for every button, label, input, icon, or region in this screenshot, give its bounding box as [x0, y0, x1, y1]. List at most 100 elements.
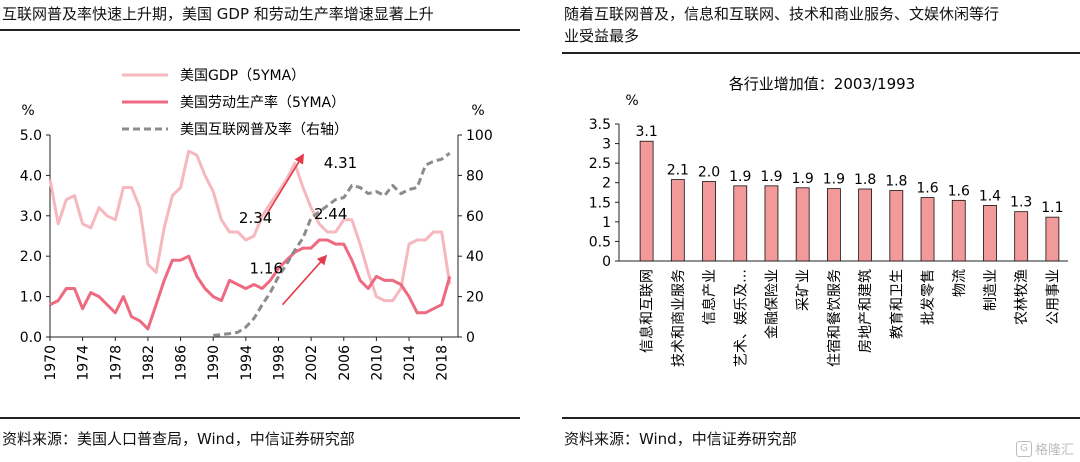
- left-y-tick-label: 4.0: [20, 168, 42, 184]
- legend-label-3: 美国互联网普及率（右轴）: [180, 121, 348, 138]
- series-line-2: [49, 238, 452, 331]
- x-tick-label: 1994: [239, 345, 255, 381]
- bar-y-tick-label: 0: [602, 254, 611, 270]
- watermark: G 格隆汇: [1015, 439, 1074, 458]
- left-y-tick-label: 2.0: [20, 249, 42, 265]
- right-panel-title-line-2: 业受益最多: [564, 27, 640, 45]
- annotation-label: 1.16: [250, 259, 283, 277]
- bar: [826, 188, 841, 262]
- right-panel-title: 随着互联网普及，信息和互联网、技术和商业服务、文娱休闲等行 业受益最多: [564, 3, 999, 47]
- bar-category-label: 批发零售: [921, 269, 937, 325]
- bar: [920, 197, 935, 262]
- left-source-note: 资料来源：美国人口普查局，Wind，中信证券研究部: [2, 430, 355, 448]
- bar: [889, 190, 904, 262]
- bar-category-label: 物流: [952, 269, 968, 297]
- bar-data-label: 1.9: [823, 172, 845, 188]
- x-tick-label: 1998: [271, 345, 287, 381]
- bar-category-label: 金融保险业: [764, 269, 780, 339]
- right-y-tick-label: 60: [466, 209, 484, 225]
- bar-y-tick-label: 1: [602, 215, 611, 231]
- bar-category-label: 农林牧渔: [1014, 269, 1030, 325]
- bar-y-tick-label: 1.5: [589, 195, 611, 211]
- x-tick-label: 2018: [435, 345, 451, 381]
- trend-arrow-2: [281, 254, 328, 306]
- annotation-label: 2.34: [239, 209, 272, 227]
- left-y-tick-label: 3.0: [20, 209, 42, 225]
- left-y-tick-label: 0.0: [20, 330, 42, 346]
- bar-category-label: 技术和商业服务: [671, 269, 687, 367]
- left-y-unit: %: [21, 103, 34, 119]
- bar: [951, 199, 966, 262]
- bar: [795, 187, 810, 262]
- x-tick-label: 2010: [369, 345, 385, 381]
- x-tick-label: 2002: [304, 345, 320, 381]
- logo-icon: G: [1015, 440, 1032, 457]
- right-y-tick-label: 80: [466, 168, 484, 184]
- bar-data-label: 3.1: [635, 124, 657, 140]
- bar: [1014, 211, 1029, 262]
- right-y-tick-label: 0: [466, 330, 475, 346]
- bar-data-label: 1.4: [979, 188, 1001, 204]
- legend-label-1: 美国GDP（5YMA）: [180, 68, 305, 84]
- bar-chart-title: 各行业增加值：2003/1993: [729, 75, 915, 93]
- right-source-note: 资料来源：Wind，中信证券研究部: [564, 430, 797, 448]
- bar: [733, 185, 748, 262]
- x-tick-label: 2006: [337, 345, 353, 381]
- bar-data-label: 1.8: [854, 172, 876, 188]
- left-source-divider: [0, 417, 520, 419]
- bar-chart: 各行业增加值：2003/1993% 0 0.5 1 1.5 2 2.5 3 3.5 3.1 信息和互…: [589, 75, 1068, 367]
- bar-category-label: 信息产业: [701, 269, 718, 325]
- bar: [858, 188, 873, 262]
- right-panel: 随着互联网普及，信息和互联网、技术和商业服务、文娱休闲等行 业受益最多 各行业增…: [562, 0, 1080, 462]
- bar-data-label: 2.0: [698, 165, 720, 181]
- bar-data-label: 1.6: [948, 183, 970, 199]
- left-y-tick-label: 1.0: [20, 290, 42, 306]
- bar-category-label: 教育和卫生: [889, 269, 905, 339]
- x-tick-label: 2014: [402, 345, 418, 381]
- watermark-text: 格隆汇: [1034, 443, 1074, 458]
- bar-y-tick-label: 0.5: [589, 234, 611, 250]
- line-chart: 0.0 1.0 2.0 3.0 4.0 5.0% 0 20 40 60 80 100% 1970 1974…: [20, 68, 493, 381]
- right-y-unit: %: [471, 103, 484, 119]
- bar-y-tick-label: 3: [602, 137, 611, 153]
- bar: [702, 181, 716, 262]
- right-y-tick-label: 40: [466, 249, 484, 265]
- bar-data-label: 1.6: [916, 181, 938, 197]
- bar-category-label: 住宿和餐饮服务: [826, 269, 843, 367]
- left-y-tick-label: 5.0: [20, 128, 42, 144]
- legend-label-2: 美国劳动生产率（5YMA）: [180, 94, 345, 111]
- bar-data-label: 2.1: [667, 163, 689, 179]
- series-line-1: [48, 149, 452, 303]
- bar: [983, 205, 997, 262]
- bar-data-label: 1.9: [792, 171, 814, 187]
- right-title-divider: [562, 52, 1080, 54]
- bar-data-label: 1.3: [1010, 195, 1032, 211]
- x-tick-label: 1986: [174, 345, 190, 381]
- x-tick-label: 1982: [141, 345, 157, 381]
- bar: [1045, 216, 1060, 262]
- right-y-tick-label: 20: [466, 290, 484, 306]
- bar: [670, 179, 685, 262]
- x-tick-label: 1990: [206, 345, 222, 381]
- bar-y-tick-label: 2: [602, 176, 611, 192]
- right-y-tick-label: 100: [466, 128, 493, 144]
- bar-category-label: 房地产和建筑: [858, 269, 874, 353]
- left-panel: 互联网普及率快速上升期，美国 GDP 和劳动生产率增速显著上升 0.0 1.0 2.…: [0, 0, 520, 462]
- bar: [639, 140, 654, 262]
- bar-category-label: 艺术、娱乐及…: [733, 269, 749, 367]
- right-panel-title-line-1: 随着互联网普及，信息和互联网、技术和商业服务、文娱休闲等行: [564, 5, 1000, 23]
- series-line-3: [213, 151, 451, 337]
- x-tick-label: 1970: [43, 345, 59, 381]
- left-panel-title: 互联网普及率快速上升期，美国 GDP 和劳动生产率增速显著上升: [2, 5, 434, 23]
- annotation-label: 4.31: [324, 154, 357, 172]
- trend-arrow-1: [263, 153, 305, 219]
- x-tick-label: 1978: [108, 345, 124, 381]
- x-tick-label: 1974: [76, 345, 92, 381]
- bar-data-label: 1.9: [760, 169, 782, 185]
- bar-data-label: 1.1: [1041, 200, 1063, 216]
- bar-data-label: 1.8: [885, 174, 907, 190]
- bar-category-label: 制造业: [983, 269, 999, 311]
- right-source-divider: [562, 417, 1080, 419]
- bar-y-tick-label: 3.5: [589, 117, 611, 133]
- bar-data-label: 1.9: [729, 169, 751, 185]
